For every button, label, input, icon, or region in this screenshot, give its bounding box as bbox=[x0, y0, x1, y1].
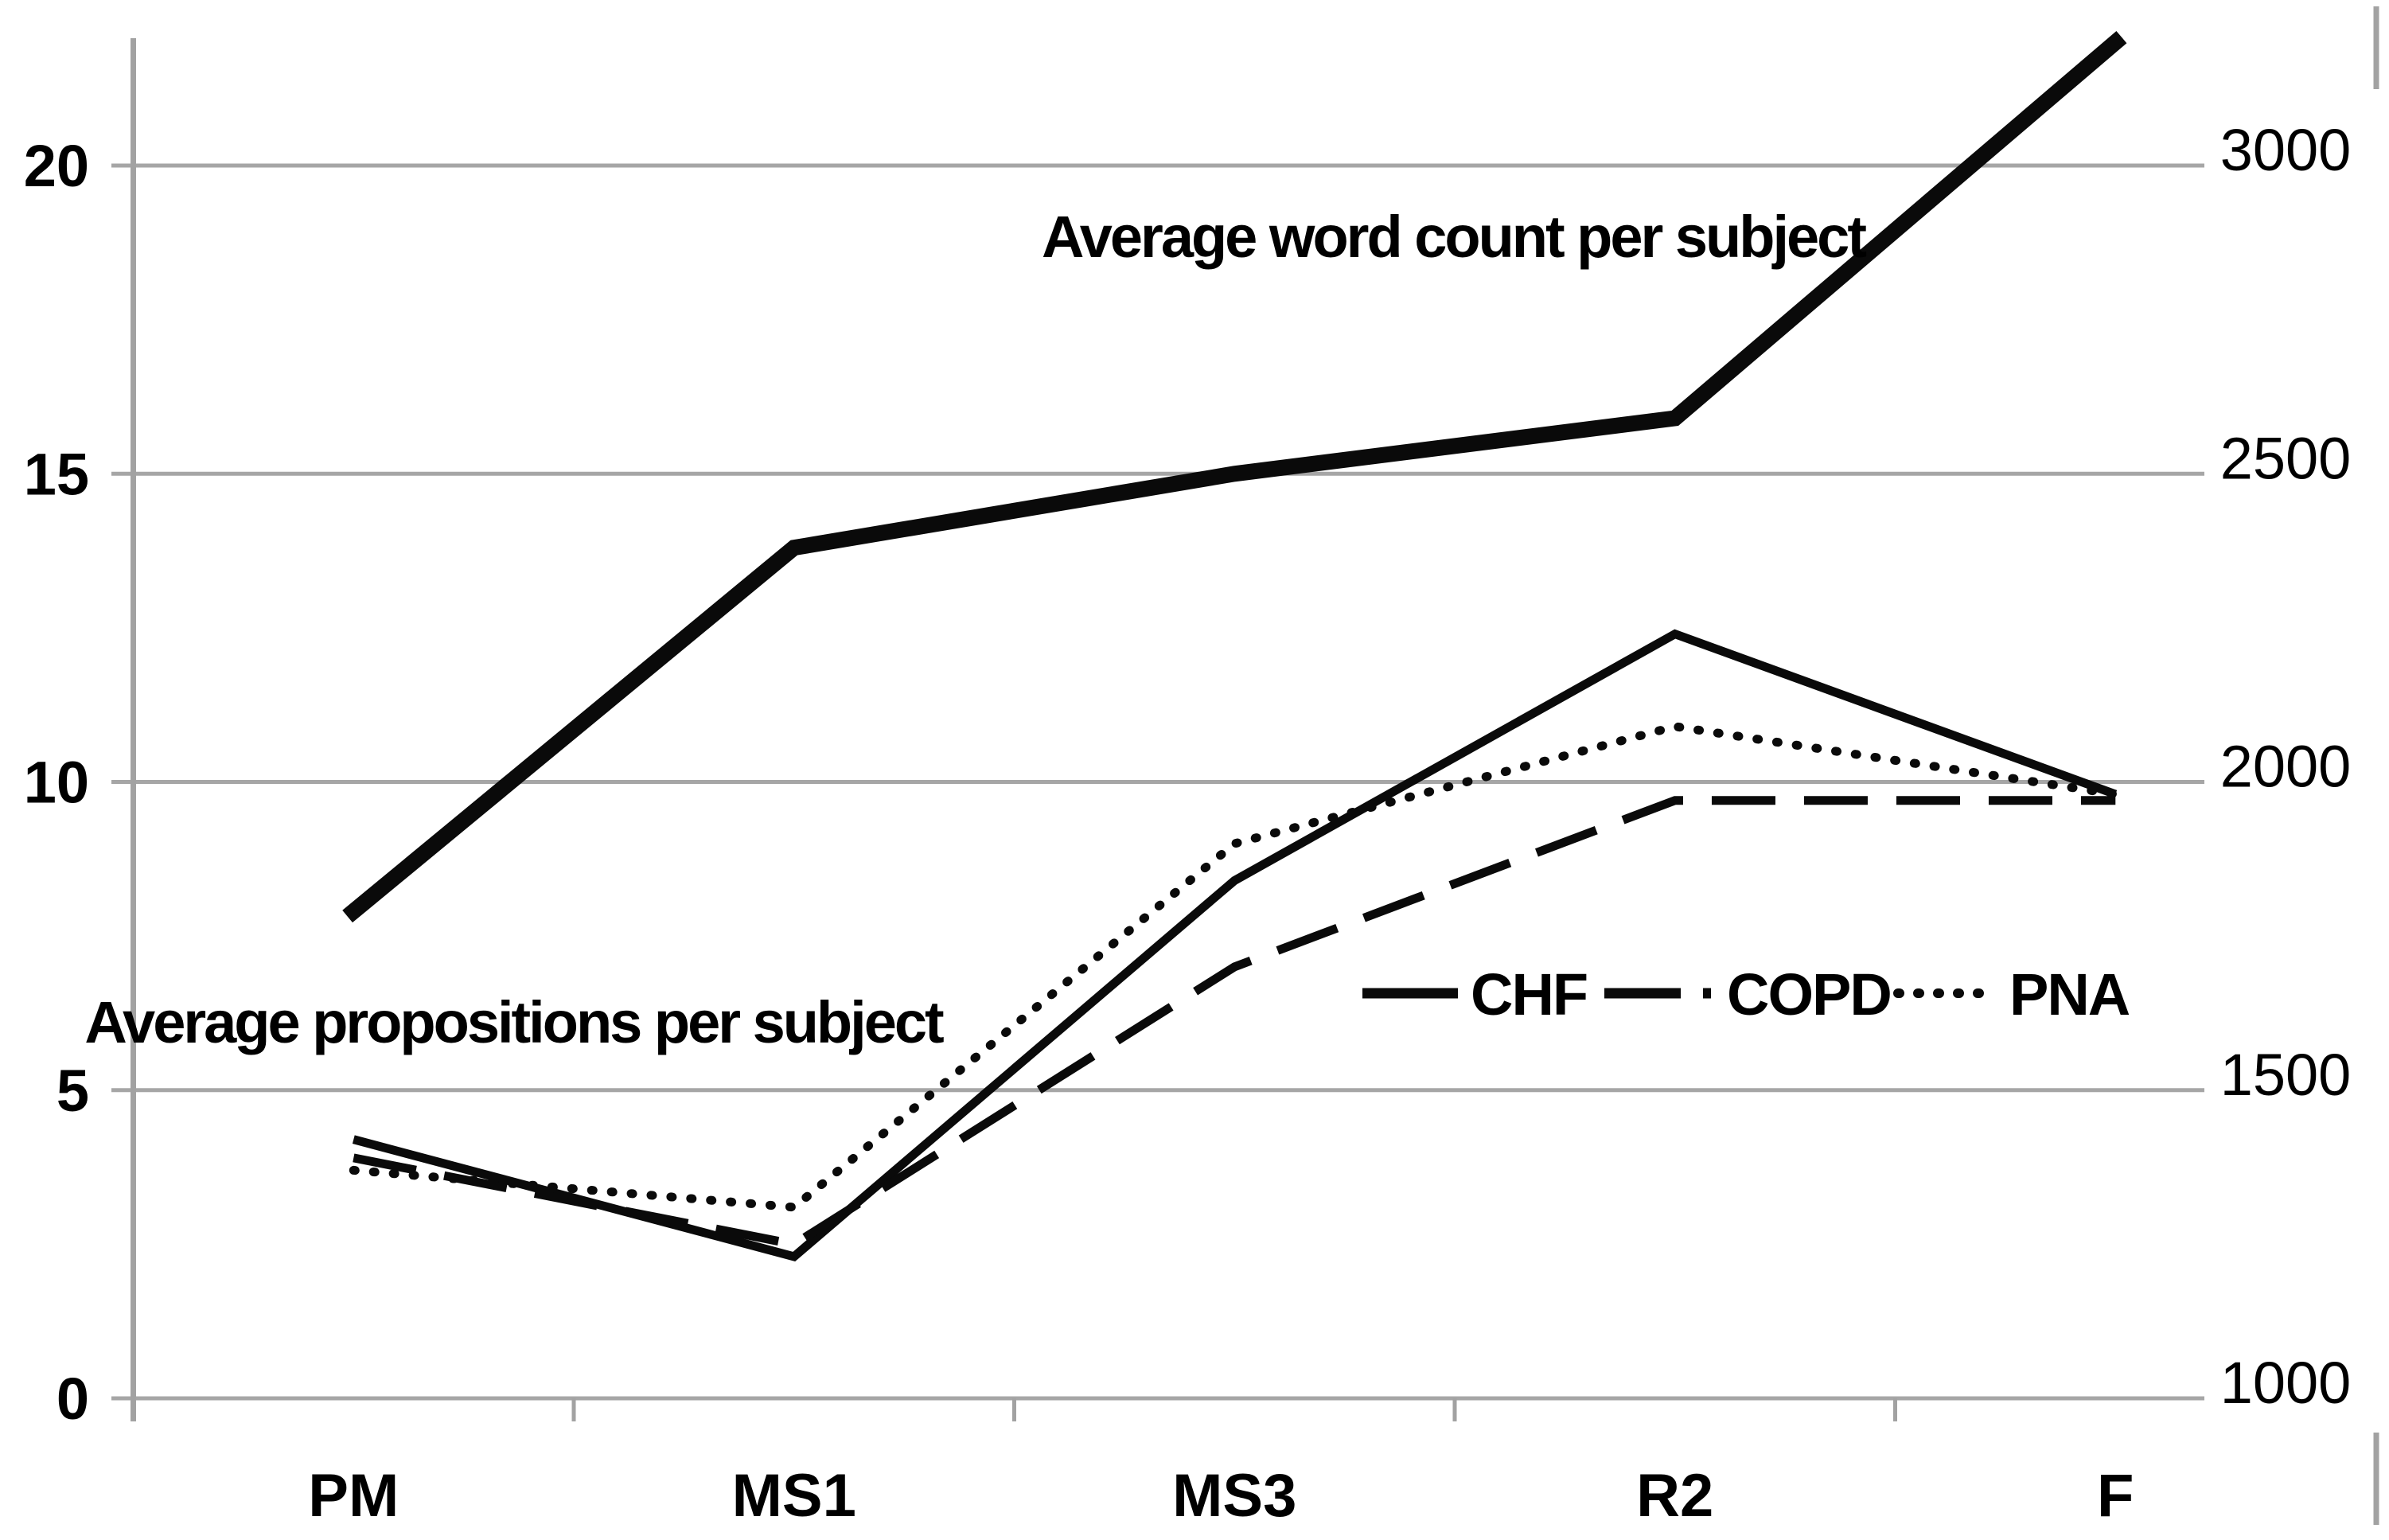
x-axis-label-f: F bbox=[2097, 1462, 2134, 1530]
legend-label-chf: CHF bbox=[1471, 961, 1587, 1027]
series-line-average-word-count-per-subject bbox=[342, 31, 2127, 923]
left-axis-tick-label-5: 5 bbox=[57, 1058, 89, 1124]
x-axis-label-ms1: MS1 bbox=[732, 1462, 856, 1530]
left-axis-tick-label-10: 10 bbox=[24, 750, 89, 816]
x-axis-label-r2: R2 bbox=[1636, 1462, 1713, 1530]
legend: CHF COPD PNA bbox=[1362, 961, 2131, 1027]
left-axis-tick-label-20: 20 bbox=[24, 133, 89, 199]
left-axis-tick-label-0: 0 bbox=[57, 1366, 89, 1432]
series-line-pna bbox=[349, 722, 2120, 1212]
word-count-series-label: Average word count per subject bbox=[1042, 204, 1866, 270]
series-line-copd bbox=[353, 796, 2116, 1250]
legend-item-pna: PNA bbox=[1893, 961, 2131, 1027]
series-lines bbox=[342, 31, 2127, 1261]
legend-item-copd: COPD bbox=[1604, 961, 1892, 1027]
x-axis-label-ms3: MS3 bbox=[1172, 1462, 1296, 1530]
axis-tick-labels: 0 5 10 15 20 1000 1500 2000 2500 3000 PM MS1 MS3 R2 F bbox=[24, 117, 2352, 1530]
right-axis-tick-label-2000: 2000 bbox=[2220, 734, 2352, 800]
right-axis-tick-label-1000: 1000 bbox=[2220, 1350, 2352, 1416]
axes bbox=[131, 6, 2379, 1525]
propositions-series-label: Average propositions per subject bbox=[84, 989, 944, 1055]
legend-label-copd: COPD bbox=[1727, 961, 1891, 1027]
legend-item-chf: CHF bbox=[1362, 961, 1588, 1027]
gridlines bbox=[111, 163, 2204, 1401]
series-line-chf bbox=[352, 629, 2118, 1261]
right-axis-tick-label-3000: 3000 bbox=[2220, 117, 2352, 183]
legend-label-pna: PNA bbox=[2009, 961, 2130, 1027]
right-axis-tick-label-2500: 2500 bbox=[2220, 425, 2352, 491]
left-axis-tick-label-15: 15 bbox=[24, 441, 89, 507]
x-axis-label-pm: PM bbox=[308, 1462, 399, 1530]
right-axis-tick-label-1500: 1500 bbox=[2220, 1042, 2352, 1108]
